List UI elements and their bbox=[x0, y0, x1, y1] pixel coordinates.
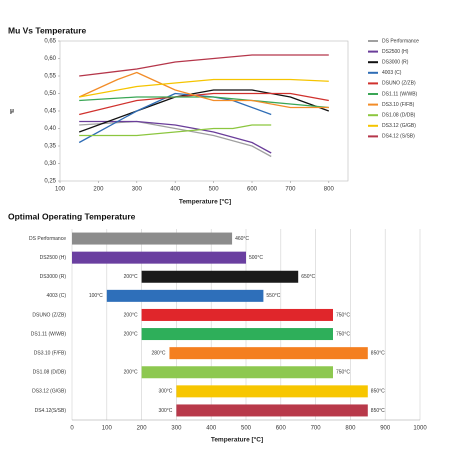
legend-label: DS2500 (H) bbox=[382, 49, 409, 55]
legend-label: DS3.12 (G/GB) bbox=[382, 123, 416, 129]
start-label: 200°C bbox=[124, 370, 138, 376]
value-label: 750°C bbox=[336, 370, 350, 376]
bar bbox=[176, 404, 368, 417]
bar bbox=[141, 270, 299, 283]
series-line bbox=[79, 96, 329, 109]
bar bbox=[141, 308, 333, 321]
y-tick-label: DS3000 (R) bbox=[40, 274, 67, 280]
x-tick-label: 500 bbox=[209, 187, 220, 193]
value-label: 550°C bbox=[266, 293, 280, 299]
value-label: 850°C bbox=[371, 389, 385, 395]
x-tick-label: 100 bbox=[55, 187, 66, 193]
legend-label: DS4.12 (S/SB) bbox=[382, 134, 415, 140]
x-axis-label: Temperature [°C] bbox=[179, 198, 231, 206]
chart-title: Mu Vs Temperature bbox=[8, 25, 87, 35]
x-tick-label: 100 bbox=[102, 426, 113, 432]
bar bbox=[72, 251, 246, 264]
x-tick-label: 700 bbox=[311, 426, 322, 432]
x-tick-label: 800 bbox=[345, 426, 356, 432]
y-tick-label: 0,35 bbox=[44, 144, 56, 150]
start-label: 200°C bbox=[124, 331, 138, 337]
y-tick-label: 4003 (C) bbox=[47, 293, 67, 299]
start-label: 300°C bbox=[158, 408, 172, 414]
y-axis-label: μ bbox=[10, 108, 14, 115]
x-tick-label: 700 bbox=[285, 187, 296, 193]
value-label: 750°C bbox=[336, 312, 350, 318]
legend-label: DS Performance bbox=[382, 38, 419, 44]
x-tick-label: 500 bbox=[241, 426, 252, 432]
start-label: 200°C bbox=[124, 274, 138, 280]
y-tick-label: DS Performance bbox=[29, 236, 66, 242]
x-tick-label: 1000 bbox=[413, 426, 427, 432]
x-tick-label: 200 bbox=[137, 426, 148, 432]
legend-label: DS3.10 (F/FB) bbox=[382, 102, 415, 108]
x-tick-label: 300 bbox=[132, 187, 143, 193]
y-tick-label: 0,55 bbox=[44, 74, 56, 80]
value-label: 850°C bbox=[371, 408, 385, 414]
series-line bbox=[79, 124, 272, 137]
value-label: 500°C bbox=[249, 255, 263, 261]
start-label: 200°C bbox=[124, 312, 138, 318]
y-tick-label: 0,45 bbox=[44, 109, 56, 115]
bar bbox=[106, 289, 264, 302]
bar bbox=[72, 232, 233, 245]
value-label: 750°C bbox=[336, 331, 350, 337]
y-tick-label: DS3.12 (G/GB) bbox=[32, 389, 66, 395]
y-tick-label: DS2500 (H) bbox=[40, 255, 67, 261]
y-tick-label: 0,25 bbox=[44, 179, 56, 185]
y-tick-label: DS4.12(S/SB) bbox=[35, 408, 67, 414]
legend-label: 4003 (C) bbox=[382, 70, 402, 76]
legend-label: DS1.08 (D/DB) bbox=[382, 113, 416, 119]
legend-label: DSUNO (Z/ZB) bbox=[382, 81, 416, 87]
x-tick-label: 0 bbox=[70, 426, 74, 432]
bar bbox=[169, 347, 368, 360]
x-axis-label: Temperature [°C] bbox=[211, 436, 263, 444]
x-tick-label: 600 bbox=[276, 426, 287, 432]
x-tick-label: 300 bbox=[171, 426, 182, 432]
start-label: 280°C bbox=[151, 350, 165, 356]
bar bbox=[176, 385, 368, 398]
bar bbox=[141, 328, 333, 341]
series-line bbox=[78, 71, 329, 109]
legend-label: DS3000 (R) bbox=[382, 60, 409, 66]
x-tick-label: 600 bbox=[247, 187, 258, 193]
series-line bbox=[79, 78, 329, 98]
series-line bbox=[79, 54, 329, 77]
y-tick-label: 0,60 bbox=[44, 56, 56, 62]
y-tick-label: 0,40 bbox=[44, 126, 56, 132]
chart-title: Optimal Operating Temperature bbox=[8, 211, 136, 221]
series-line bbox=[79, 120, 272, 154]
value-label: 850°C bbox=[371, 350, 385, 356]
y-tick-label: DS3.10 (F/FB) bbox=[34, 350, 67, 356]
value-label: 460°C bbox=[235, 236, 249, 242]
legend-label: DS1.11 (W/WB) bbox=[382, 91, 418, 97]
value-label: 650°C bbox=[301, 274, 315, 280]
x-tick-label: 400 bbox=[170, 187, 181, 193]
y-tick-label: DS1.08 (D/DB) bbox=[33, 370, 67, 376]
start-label: 100°C bbox=[89, 293, 103, 299]
y-tick-label: 0,50 bbox=[44, 91, 56, 97]
bar bbox=[141, 366, 333, 379]
x-tick-label: 400 bbox=[206, 426, 217, 432]
x-tick-label: 900 bbox=[380, 426, 391, 432]
y-tick-label: 0,65 bbox=[44, 39, 56, 45]
x-tick-label: 800 bbox=[324, 187, 335, 193]
y-tick-label: DSUNO (Z/ZB) bbox=[32, 312, 66, 318]
y-tick-label: 0,30 bbox=[44, 161, 56, 167]
x-tick-label: 200 bbox=[93, 187, 104, 193]
series-line bbox=[79, 92, 329, 116]
y-tick-label: DS1.11 (W/WB) bbox=[31, 331, 67, 337]
start-label: 300°C bbox=[158, 389, 172, 395]
